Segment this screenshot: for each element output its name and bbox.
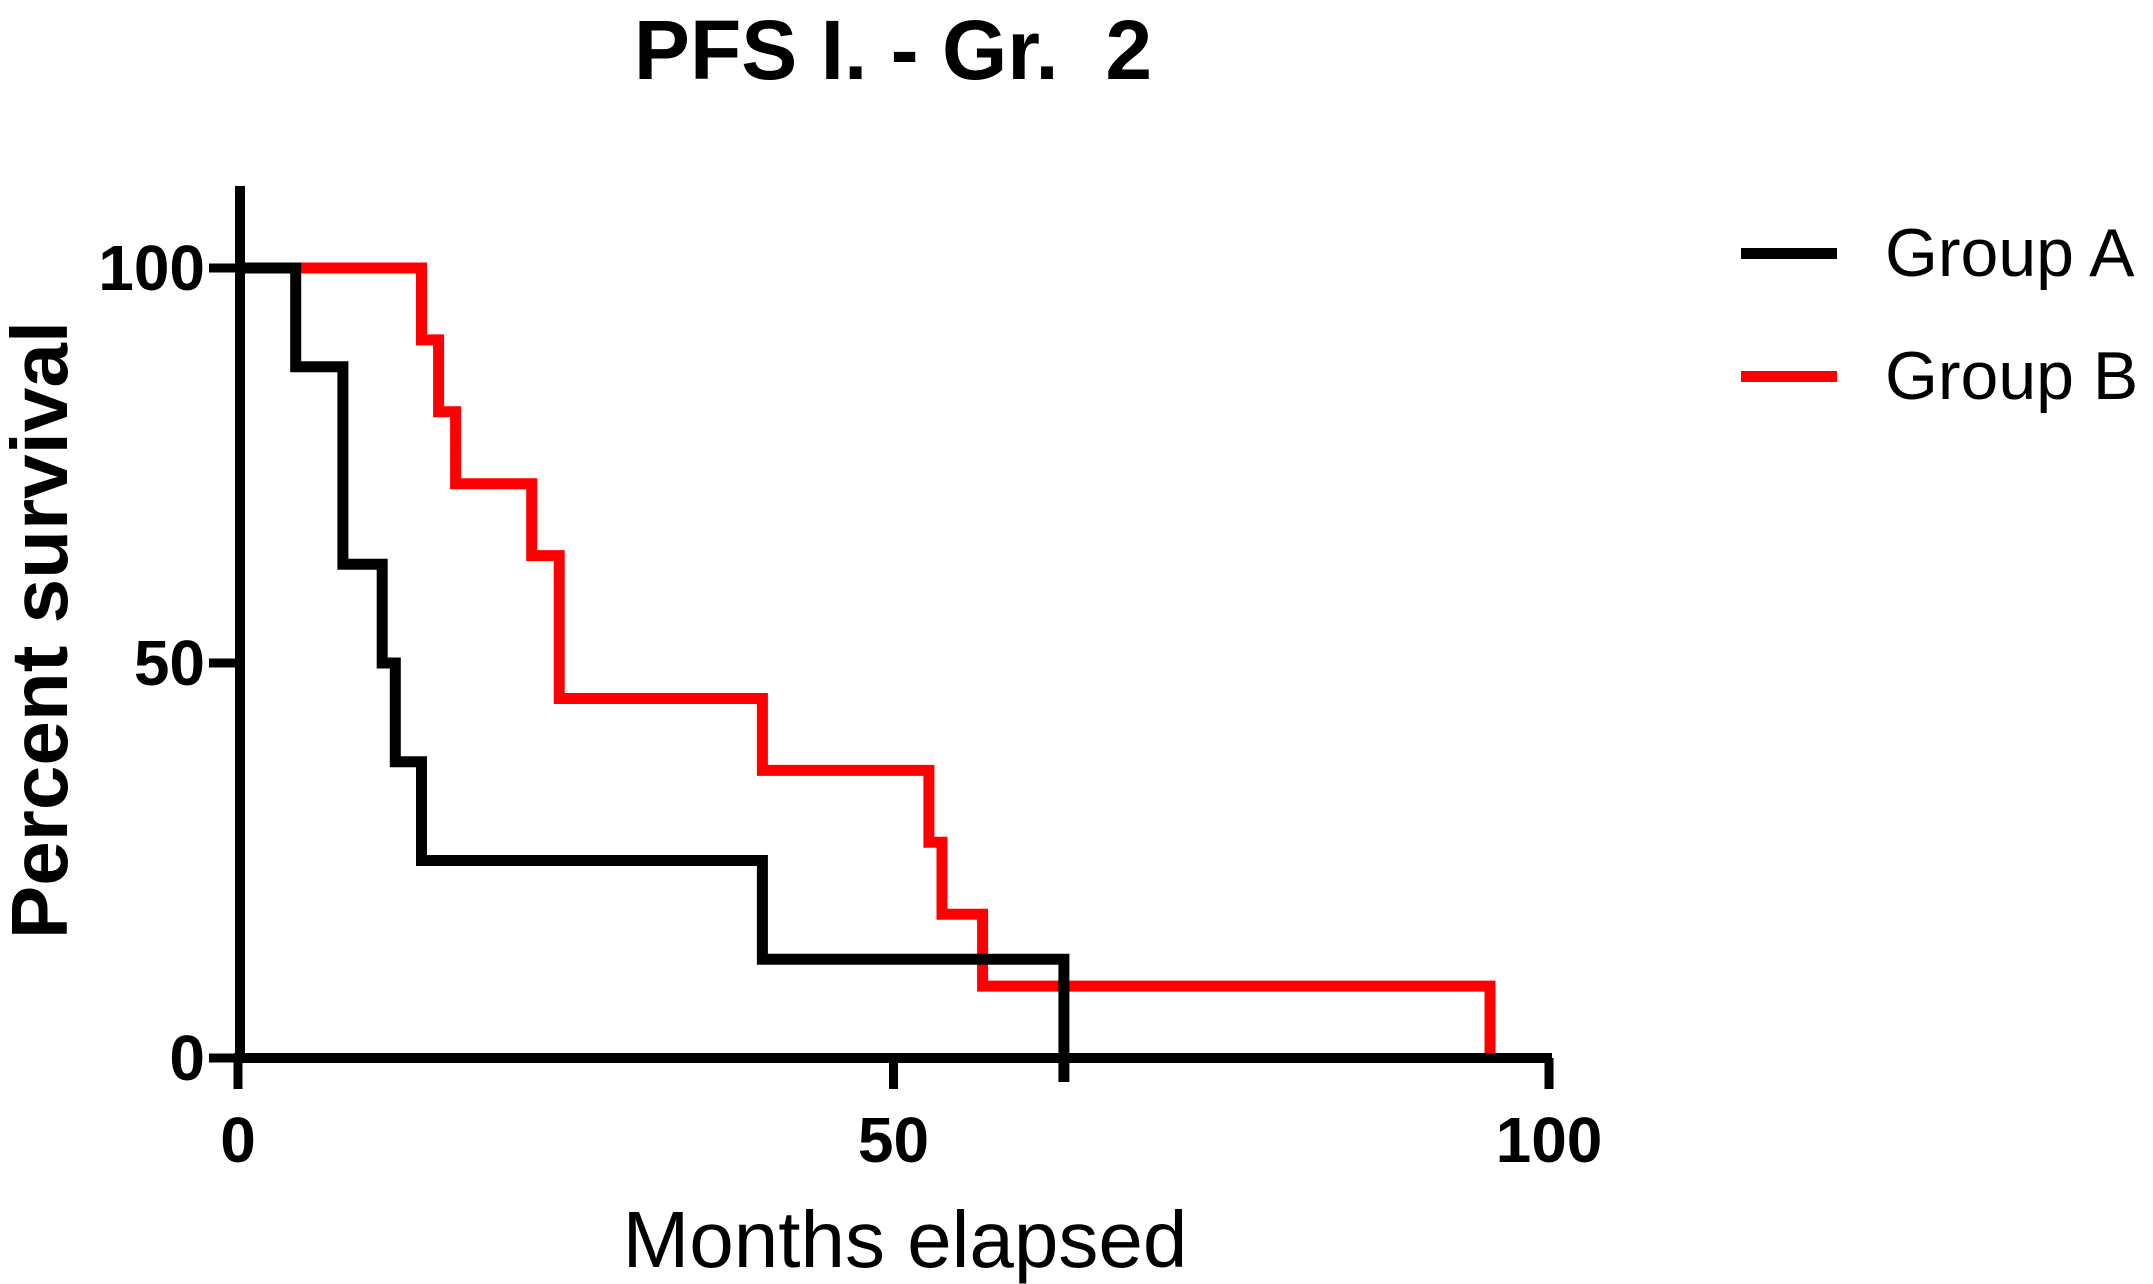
survival-curve-group-a (238, 262, 1070, 1082)
x-tick-label-0: 0 (220, 1104, 256, 1176)
y-tick-label-50: 50 (133, 627, 205, 699)
survival-curve-group-b (238, 262, 1496, 1058)
legend-label-group-a: Group A (1885, 215, 2135, 291)
x-tick-label-100: 100 (1495, 1104, 1603, 1176)
legend-item-group-b: Group B (1741, 336, 2138, 416)
group-a-line-swatch (1741, 247, 1837, 259)
legend-item-group-a: Group A (1741, 213, 2135, 293)
y-tick-label-100: 100 (98, 232, 205, 304)
x-axis-title: Months elapsed (622, 1195, 1188, 1284)
group-b-line-swatch (1741, 370, 1837, 382)
legend-label-group-b: Group B (1885, 338, 2139, 414)
x-tick-label-50: 50 (857, 1104, 930, 1176)
y-axis-title: Percent survival (0, 320, 84, 940)
chart-title: PFS I. - Gr. 2 (633, 3, 1153, 97)
y-tick-label-0: 0 (169, 1022, 205, 1094)
